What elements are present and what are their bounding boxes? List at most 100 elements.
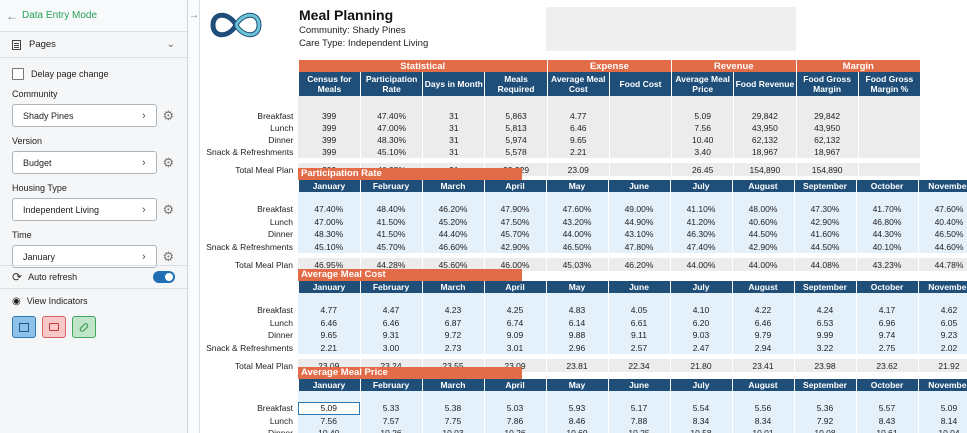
value-cell[interactable]: 3.00 [360,341,423,354]
value-cell[interactable]: 31 [422,146,486,158]
value-cell[interactable]: 44.28% [360,258,423,271]
gear-icon[interactable]: ⚙ [162,248,175,264]
value-cell[interactable]: 44.08% [794,258,857,271]
value-cell[interactable]: 4.77 [298,304,361,317]
value-cell[interactable] [858,110,922,122]
arrow-left-icon[interactable]: ← [6,8,18,23]
value-cell[interactable]: 62,132 [796,134,859,146]
indicator-notes-button[interactable] [12,316,36,338]
value-cell[interactable]: 9.99 [794,329,857,342]
value-cell[interactable]: 10.40 [298,427,361,433]
value-cell[interactable]: 48.00% [732,203,795,216]
value-cell[interactable]: 44.60% [918,240,967,253]
arrow-right-icon[interactable]: → [189,10,199,21]
value-cell[interactable]: 4.77 [547,110,610,122]
value-cell[interactable]: 44.90% [608,215,671,228]
gear-icon[interactable]: ⚙ [162,201,175,217]
housing-type-selector[interactable]: Independent Living › [12,198,157,221]
value-cell[interactable]: 2.02 [918,341,967,354]
value-cell[interactable]: 2.73 [422,341,485,354]
value-cell[interactable]: 18,967 [733,146,797,158]
value-cell[interactable]: 9.11 [608,329,671,342]
value-cell[interactable]: 6.20 [670,316,733,329]
value-cell[interactable]: 2.94 [732,341,795,354]
value-cell[interactable]: 7.75 [422,414,485,427]
value-cell[interactable]: 5,863 [484,110,548,122]
value-cell[interactable]: 45.10% [360,146,424,158]
value-cell[interactable]: 47.30% [794,203,857,216]
value-cell[interactable]: 5.38 [422,402,485,415]
value-cell[interactable]: 7.56 [298,414,361,427]
value-cell[interactable]: 43.20% [546,215,609,228]
value-cell[interactable]: 42.90% [484,240,547,253]
value-cell[interactable]: 62,132 [733,134,797,146]
value-cell[interactable]: 4.10 [670,304,733,317]
sidebar-collapse-bar[interactable]: → [188,0,200,433]
value-cell[interactable]: 31 [422,110,486,122]
value-cell[interactable]: 3.40 [671,146,735,158]
mode-header[interactable]: ← Data Entry Mode [0,0,187,32]
value-cell[interactable]: 3.22 [794,341,857,354]
value-cell[interactable]: 45.20% [422,215,485,228]
value-cell[interactable]: 10.04 [918,427,967,433]
value-cell[interactable]: 45.70% [360,240,423,253]
indicator-links-button[interactable] [72,316,96,338]
value-cell[interactable]: 6.46 [732,316,795,329]
value-cell[interactable]: 45.60% [422,258,485,271]
value-cell[interactable]: 4.47 [360,304,423,317]
value-cell[interactable]: 41.60% [794,228,857,241]
value-cell[interactable]: 23.41 [732,359,795,372]
value-cell[interactable]: 45.70% [484,228,547,241]
value-cell[interactable]: 6.61 [608,316,671,329]
value-cell[interactable]: 47.40% [360,110,424,122]
value-cell[interactable]: 9.65 [298,329,361,342]
value-cell[interactable]: 46.00% [484,258,547,271]
value-cell[interactable]: 40.10% [856,240,919,253]
value-cell[interactable]: 23.98 [794,359,857,372]
value-cell[interactable]: 31 [422,122,486,134]
value-cell[interactable]: 41.50% [360,228,423,241]
value-cell[interactable]: 5.03 [484,402,547,415]
value-cell[interactable]: 40.60% [732,215,795,228]
value-cell[interactable]: 48.30% [298,228,361,241]
value-cell[interactable]: 3.01 [484,341,547,354]
value-cell[interactable]: 4.24 [794,304,857,317]
value-cell[interactable]: 399 [298,110,362,122]
value-cell[interactable]: 41.70% [856,203,919,216]
value-cell[interactable]: 47.60% [546,203,609,216]
value-cell[interactable]: 7.92 [794,414,857,427]
value-cell[interactable]: 6.46 [298,316,361,329]
value-cell[interactable]: 6.53 [794,316,857,329]
value-cell[interactable]: 48.30% [360,134,424,146]
value-cell[interactable]: 42.90% [732,240,795,253]
value-cell[interactable]: 47.60% [918,203,967,216]
value-cell[interactable]: 10.58 [670,427,733,433]
value-cell[interactable]: 44.00% [732,258,795,271]
delay-page-change-checkbox[interactable] [12,68,24,80]
value-cell[interactable]: 154,890 [796,163,859,176]
value-cell[interactable]: 46.20% [422,203,485,216]
value-cell[interactable]: 10.03 [422,427,485,433]
value-cell[interactable]: 23.62 [856,359,919,372]
value-cell[interactable]: 45.10% [298,240,361,253]
value-cell[interactable]: 10.26 [484,427,547,433]
value-cell[interactable]: 10.61 [856,427,919,433]
auto-refresh-toggle[interactable] [153,271,175,283]
value-cell[interactable] [609,122,673,134]
value-cell[interactable]: 5.09 [298,402,361,415]
value-cell[interactable]: 47.40% [670,240,733,253]
value-cell[interactable]: 45.03% [546,258,609,271]
value-cell[interactable]: 9.31 [360,329,423,342]
value-cell[interactable]: 18,967 [796,146,859,158]
value-cell[interactable]: 47.90% [484,203,547,216]
value-cell[interactable] [609,134,673,146]
value-cell[interactable]: 8.34 [732,414,795,427]
value-cell[interactable]: 2.21 [298,341,361,354]
gear-icon[interactable]: ⚙ [162,154,175,170]
version-selector[interactable]: Budget › [12,151,157,174]
value-cell[interactable]: 46.20% [608,258,671,271]
value-cell[interactable]: 23.09 [547,163,610,176]
value-cell[interactable]: 44.78% [918,258,967,271]
value-cell[interactable]: 399 [298,134,362,146]
value-cell[interactable] [858,134,922,146]
